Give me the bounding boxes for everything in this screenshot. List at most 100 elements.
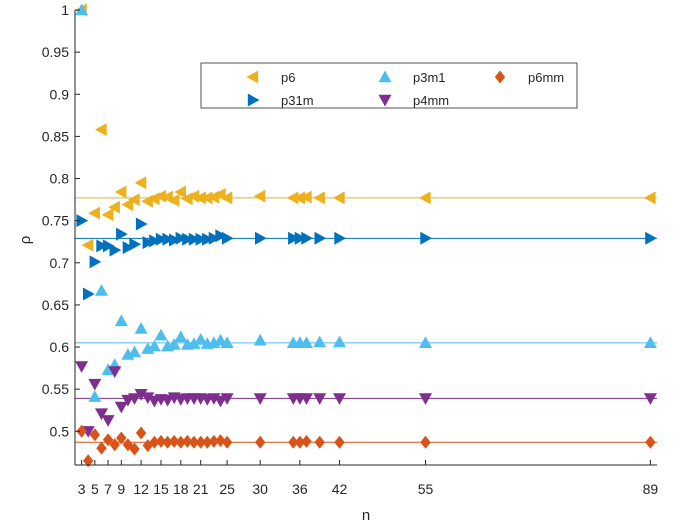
- marker-p6-25: [293, 191, 306, 205]
- marker-p6mm-18: [195, 435, 206, 449]
- marker-p31m-7: [122, 241, 135, 255]
- legend-marker-p31m: [247, 93, 260, 107]
- marker-p3m1-13: [167, 338, 181, 350]
- y-tick-label: 0.85: [42, 128, 69, 144]
- legend-label-p31m: p31m: [281, 93, 314, 108]
- marker-p6mm-15: [175, 435, 186, 449]
- marker-p31m-27: [314, 231, 327, 245]
- marker-p3m1-5: [114, 314, 128, 327]
- y-tick-label: 0.55: [42, 381, 69, 397]
- marker-p4mm-23: [253, 393, 267, 405]
- x-tick-label: 7: [104, 481, 112, 497]
- x-tick-label: 36: [292, 481, 308, 497]
- y-tick-label: 0.95: [42, 44, 69, 60]
- marker-p6mm-26: [301, 434, 312, 448]
- x-tick-label: 5: [91, 481, 99, 497]
- y-tick-label: 1: [61, 2, 69, 18]
- data-markers: [75, 3, 657, 468]
- marker-p31m-20: [208, 231, 221, 245]
- marker-p31m-29: [420, 231, 432, 245]
- marker-p6-9: [134, 176, 147, 190]
- marker-p6-8: [128, 193, 140, 207]
- marker-p6mm-13: [162, 435, 173, 449]
- marker-p31m-21: [215, 229, 227, 243]
- x-tick-label: 9: [117, 481, 125, 497]
- marker-p3m1-17: [194, 333, 208, 345]
- marker-p3m1-27: [333, 335, 346, 348]
- marker-p3m1-0: [75, 3, 89, 16]
- marker-p6mm-20: [208, 434, 220, 448]
- marker-p6-19: [200, 191, 213, 205]
- y-tick-label: 0.5: [50, 423, 70, 439]
- marker-p31m-18: [195, 232, 208, 246]
- marker-p31m-2: [89, 255, 102, 269]
- marker-p6-12: [154, 189, 167, 203]
- marker-p31m-0: [76, 214, 89, 228]
- x-tick-label: 30: [252, 481, 268, 497]
- y-tick-label: 0.7: [50, 255, 70, 271]
- marker-p6mm-4: [102, 433, 114, 447]
- marker-p6mm-6: [116, 431, 127, 445]
- marker-p4mm-29: [419, 393, 432, 405]
- marker-p6mm-24: [288, 435, 299, 449]
- marker-p3m1-28: [419, 336, 432, 348]
- marker-p4mm-4: [101, 415, 115, 427]
- x-tick-label: 18: [173, 481, 189, 497]
- legend-marker-p6mm: [494, 70, 506, 84]
- marker-p6-4: [101, 208, 114, 222]
- marker-p31m-12: [155, 232, 168, 246]
- marker-p6mm-29: [420, 435, 431, 449]
- marker-p3m1-25: [300, 336, 313, 348]
- marker-p6mm-0: [76, 424, 87, 438]
- marker-p4mm-27: [313, 393, 327, 405]
- marker-p4mm-22: [220, 393, 234, 405]
- marker-p6mm-11: [149, 435, 160, 449]
- marker-p31m-22: [221, 231, 234, 245]
- y-tick-label: 0.9: [50, 86, 70, 102]
- marker-p6-17: [187, 189, 200, 203]
- legend-label-p4mm: p4mm: [413, 93, 449, 108]
- marker-p4mm-3: [95, 408, 108, 421]
- marker-p3m1-3: [101, 363, 115, 375]
- y-ticks: 0.5 0.55 0.6 0.65 0.7 0.75 0.8 0.85 0.9 0.95 1: [42, 2, 80, 439]
- marker-p6mm-8: [129, 442, 140, 456]
- marker-p6-14: [167, 193, 180, 207]
- y-tick-label: 0.65: [42, 297, 69, 313]
- marker-p6mm-9: [135, 426, 147, 440]
- marker-p6-1: [81, 238, 94, 252]
- marker-p6mm-3: [96, 441, 107, 455]
- marker-p31m-10: [142, 236, 155, 250]
- marker-p6mm-22: [221, 435, 233, 449]
- marker-p6mm-16: [182, 434, 193, 448]
- marker-p3m1-10: [147, 339, 161, 352]
- marker-p6-7: [121, 198, 134, 212]
- legend: p6 p3m1 p6mm p31m p4mm: [200, 62, 578, 109]
- x-tick-label: 89: [643, 481, 659, 497]
- marker-p6mm-12: [155, 434, 167, 448]
- x-tick-label: 15: [153, 481, 169, 497]
- x-ticks: 3 5 7 9 12 15 18 21 25 30 36 42 55 89: [78, 460, 659, 497]
- legend-label-p6: p6: [281, 70, 295, 85]
- y-tick-label: 0.6: [50, 339, 70, 355]
- marker-p6-5: [108, 200, 120, 214]
- marker-p31m-3: [96, 239, 108, 253]
- marker-p4mm-0: [75, 361, 89, 373]
- x-tick-label: 3: [78, 481, 86, 497]
- marker-p6-6: [114, 185, 127, 199]
- marker-p6-24: [286, 191, 299, 205]
- marker-p31m-30: [645, 231, 657, 245]
- marker-p6mm-5: [109, 438, 120, 452]
- marker-p31m-5: [109, 243, 122, 257]
- legend-box: [200, 62, 578, 109]
- marker-p6-28: [333, 191, 345, 205]
- marker-p3m1-2: [95, 284, 108, 296]
- marker-p6mm-19: [202, 435, 213, 449]
- y-tick-label: 0.75: [42, 213, 69, 229]
- marker-p31m-24: [288, 231, 300, 245]
- marker-p31m-17: [188, 232, 201, 246]
- x-tick-label: 42: [332, 481, 348, 497]
- marker-p4mm-10: [141, 392, 155, 405]
- marker-p4mm-28: [333, 393, 346, 405]
- marker-p31m-9: [135, 217, 148, 231]
